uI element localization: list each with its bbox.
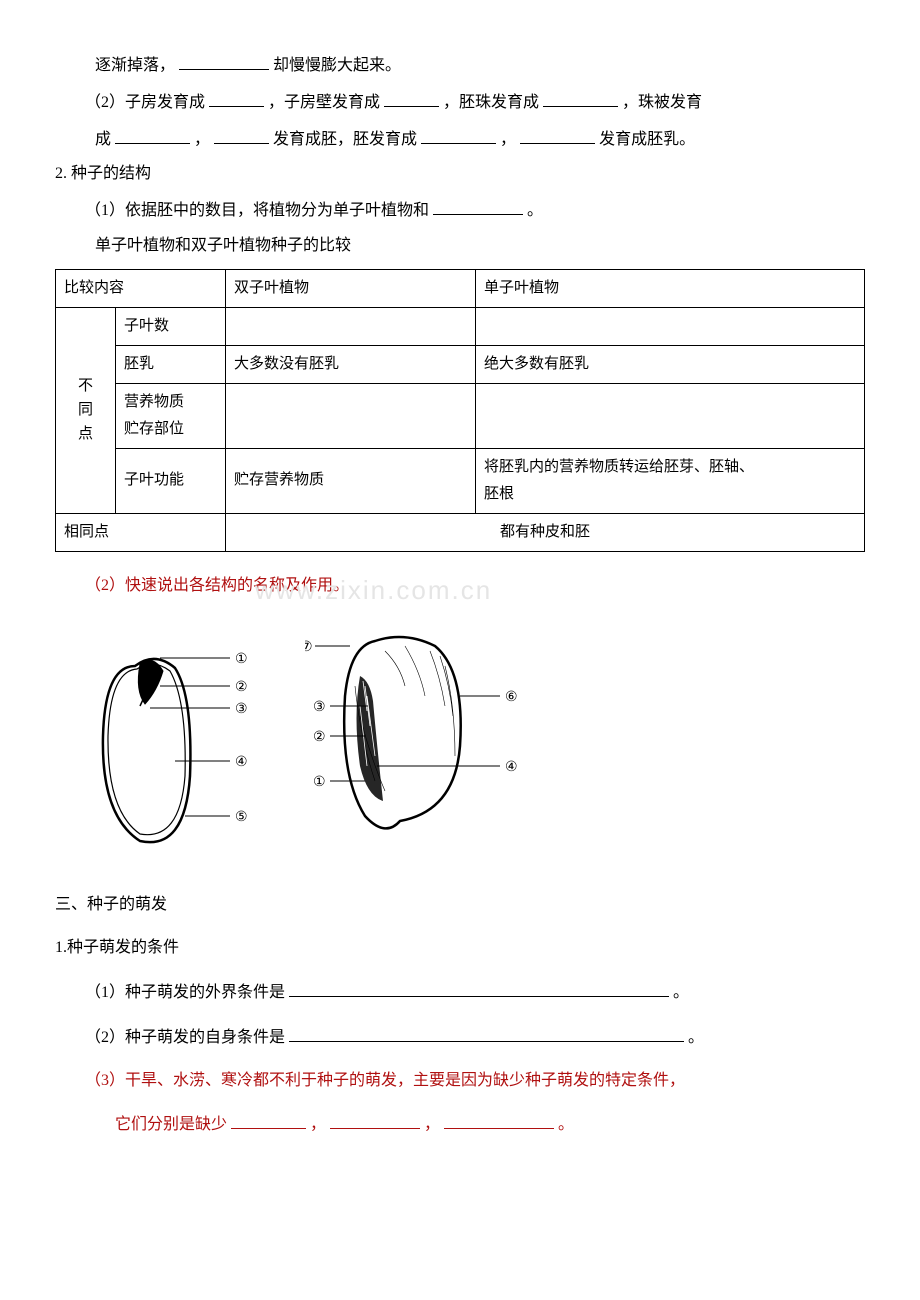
table-row: 营养物质贮存部位 bbox=[56, 383, 865, 448]
text: ，胚珠发育成 bbox=[443, 94, 539, 111]
table-row: 比较内容 双子叶植物 单子叶植物 bbox=[56, 269, 865, 307]
table-cell: 相同点 bbox=[56, 513, 226, 551]
blank-field[interactable] bbox=[520, 124, 595, 144]
text: 2. 种子的结构 bbox=[55, 165, 151, 182]
section-heading: 三、种子的萌发 bbox=[55, 891, 865, 920]
text: （2）种子萌发的自身条件是 bbox=[85, 1029, 285, 1046]
text: 成 bbox=[95, 131, 111, 148]
text: 。 bbox=[673, 984, 689, 1001]
svg-text:④: ④ bbox=[505, 760, 518, 775]
table-header: 双子叶植物 bbox=[226, 269, 476, 307]
table-cell: 贮存营养物质 bbox=[226, 448, 476, 513]
text: 。 bbox=[688, 1029, 704, 1046]
text: ， bbox=[194, 131, 210, 148]
text: 。 bbox=[527, 202, 543, 219]
text: 却慢慢膨大起来。 bbox=[273, 57, 401, 74]
comparison-table: 比较内容 双子叶植物 单子叶植物 不同点 子叶数 胚乳 大多数没有胚乳 绝大多数… bbox=[55, 269, 865, 552]
paragraph-line-highlight: （3）干旱、水涝、寒冷都不利于种子的萌发，主要是因为缺少种子萌发的特定条件， bbox=[55, 1067, 865, 1096]
blank-field[interactable] bbox=[231, 1109, 306, 1129]
svg-text:①: ① bbox=[235, 652, 248, 667]
table-row: 胚乳 大多数没有胚乳 绝大多数有胚乳 bbox=[56, 345, 865, 383]
text: ，子房壁发育成 bbox=[268, 94, 380, 111]
blank-field[interactable] bbox=[421, 124, 496, 144]
table-cell-blank[interactable] bbox=[476, 307, 865, 345]
svg-text:②: ② bbox=[235, 680, 248, 695]
table-cell: 营养物质贮存部位 bbox=[116, 383, 226, 448]
paragraph-line: 单子叶植物和双子叶植物种子的比较 bbox=[55, 232, 865, 261]
svg-text:⑤: ⑤ bbox=[235, 810, 248, 825]
table-cell: 将胚乳内的营养物质转运给胚芽、胚轴、胚根 bbox=[476, 448, 865, 513]
blank-field[interactable] bbox=[209, 87, 264, 107]
text: 1.种子萌发的条件 bbox=[55, 939, 179, 956]
seed-diagram-left: ① ② ③ ④ ⑤ bbox=[85, 616, 275, 867]
table-cell-blank[interactable] bbox=[226, 307, 476, 345]
text: 单子叶植物和双子叶植物种子的比较 bbox=[95, 237, 351, 254]
svg-text:②: ② bbox=[313, 730, 326, 745]
svg-text:⑥: ⑥ bbox=[505, 690, 518, 705]
paragraph-line: （2）子房发育成 ，子房壁发育成 ，胚珠发育成 ，珠被发育 bbox=[55, 87, 865, 118]
svg-text:①: ① bbox=[313, 775, 326, 790]
text: ， bbox=[310, 1116, 326, 1133]
svg-text:③: ③ bbox=[313, 700, 326, 715]
svg-text:③: ③ bbox=[235, 702, 248, 717]
blank-field[interactable] bbox=[289, 1022, 684, 1042]
table-cell: 都有种皮和胚 bbox=[226, 513, 865, 551]
table-cell: 子叶功能 bbox=[116, 448, 226, 513]
text: ， bbox=[424, 1116, 440, 1133]
table-cell: 绝大多数有胚乳 bbox=[476, 345, 865, 383]
text: 三、种子的萌发 bbox=[55, 896, 167, 913]
text: ，珠被发育 bbox=[622, 94, 702, 111]
text: 。 bbox=[558, 1116, 574, 1133]
table-cell-diff: 不同点 bbox=[56, 307, 116, 513]
blank-field[interactable] bbox=[214, 124, 269, 144]
blank-field[interactable] bbox=[330, 1109, 420, 1129]
svg-text:④: ④ bbox=[235, 755, 248, 770]
table-cell: 大多数没有胚乳 bbox=[226, 345, 476, 383]
text: 发育成胚，胚发育成 bbox=[273, 131, 417, 148]
paragraph-line: 逐渐掉落， 却慢慢膨大起来。 bbox=[55, 50, 865, 81]
table-cell: 子叶数 bbox=[116, 307, 226, 345]
text: 发育成胚乳。 bbox=[599, 131, 695, 148]
blank-field[interactable] bbox=[179, 50, 269, 70]
text: （2）子房发育成 bbox=[85, 94, 205, 111]
text: （3）干旱、水涝、寒冷都不利于种子的萌发，主要是因为缺少种子萌发的特定条件， bbox=[85, 1072, 685, 1089]
blank-field[interactable] bbox=[543, 87, 618, 107]
text: ， bbox=[500, 131, 516, 148]
table-header: 单子叶植物 bbox=[476, 269, 865, 307]
paragraph-line: （2）种子萌发的自身条件是 。 bbox=[55, 1022, 865, 1053]
blank-field[interactable] bbox=[433, 195, 523, 215]
paragraph-line-highlight: （2）快速说出各结构的名称及作用。 bbox=[55, 572, 865, 601]
text: （1）种子萌发的外界条件是 bbox=[85, 984, 285, 1001]
blank-field[interactable] bbox=[384, 87, 439, 107]
table-row: 相同点 都有种皮和胚 bbox=[56, 513, 865, 551]
blank-field[interactable] bbox=[289, 977, 669, 997]
paragraph-line: 成 ， 发育成胚，胚发育成 ， 发育成胚乳。 bbox=[55, 124, 865, 155]
seed-diagram-right: ⑦ ⑥ ③ ② ④ ① bbox=[305, 616, 535, 867]
text: （2）快速说出各结构的名称及作用。 bbox=[85, 577, 349, 594]
text: 逐渐掉落， bbox=[95, 57, 175, 74]
paragraph-line: （1）依据胚中的数目，将植物分为单子叶植物和 。 bbox=[55, 195, 865, 226]
diagram-row: ① ② ③ ④ ⑤ ⑦ bbox=[85, 616, 865, 867]
table-row: 不同点 子叶数 bbox=[56, 307, 865, 345]
table-row: 子叶功能 贮存营养物质 将胚乳内的营养物质转运给胚芽、胚轴、胚根 bbox=[56, 448, 865, 513]
text: 它们分别是缺少 bbox=[115, 1116, 227, 1133]
table-header: 比较内容 bbox=[56, 269, 226, 307]
section-heading: 2. 种子的结构 bbox=[55, 160, 865, 189]
paragraph-line: （1）种子萌发的外界条件是 。 bbox=[55, 977, 865, 1008]
table-cell: 胚乳 bbox=[116, 345, 226, 383]
paragraph-line-highlight: 它们分别是缺少 ， ， 。 bbox=[55, 1109, 865, 1140]
text: （1）依据胚中的数目，将植物分为单子叶植物和 bbox=[85, 202, 429, 219]
paragraph-line: 1.种子萌发的条件 bbox=[55, 934, 865, 963]
blank-field[interactable] bbox=[444, 1109, 554, 1129]
blank-field[interactable] bbox=[115, 124, 190, 144]
svg-text:⑦: ⑦ bbox=[305, 640, 313, 655]
table-cell-blank[interactable] bbox=[476, 383, 865, 448]
table-cell-blank[interactable] bbox=[226, 383, 476, 448]
